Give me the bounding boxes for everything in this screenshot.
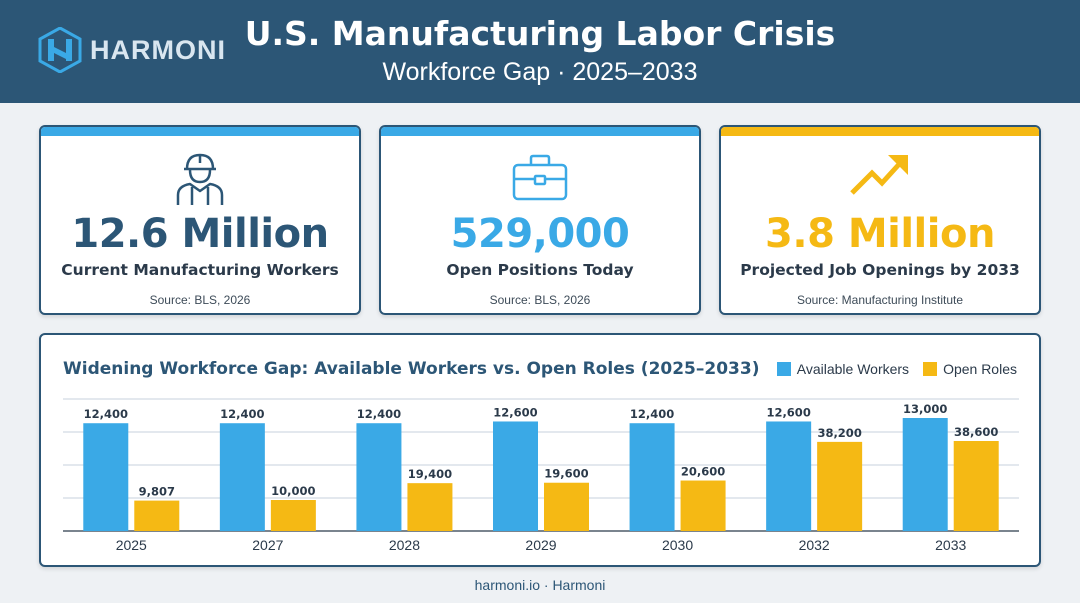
bar-available-workers-2033 [902,418,948,531]
legend-swatch [776,362,791,376]
bar-chart: 12,400 9,807 2025 12,400 10,000 2027 12,400 19,… [63,398,1019,553]
stat-source: Source: BLS, 2026 [489,293,591,307]
page-title: U.S. Manufacturing Labor Crisis [244,14,836,53]
data-label: 38,200 [817,426,861,440]
card-accent-bar [381,127,699,136]
data-label: 12,600 [493,405,537,419]
footer-credit: harmoni.io · Harmoni [474,577,606,593]
x-tick-label: 2030 [662,537,693,553]
logo: HARMONI [38,25,226,75]
worker-icon [176,153,224,205]
bar-available-workers-2030 [629,423,675,531]
stat-source: Source: BLS, 2026 [149,293,251,307]
bar-available-workers-2029 [493,421,538,531]
legend-label: Available Workers [796,361,910,377]
harmoni-logo-icon [38,27,82,73]
stat-value: 3.8 Million [765,211,995,257]
bar-open-roles-2027 [270,500,316,531]
stat-source: Source: Manufacturing Institute [796,293,964,307]
data-label: 12,600 [766,405,810,419]
stat-card-projected-openings: 3.8 Million Projected Job Openings by 20… [719,125,1041,315]
page-subtitle: Workforce Gap · 2025–2033 [382,58,698,86]
legend-label: Open Roles [943,361,1017,377]
chart-panel: 12,400 9,807 2025 12,400 10,000 2027 12,400 19,… [39,333,1041,567]
data-label: 12,400 [84,407,128,421]
data-label: 12,400 [357,407,401,421]
bar-available-workers-2028 [356,423,402,531]
x-tick-label: 2032 [799,537,830,553]
data-label: 13,000 [903,402,947,416]
card-accent-bar [721,127,1039,136]
chart-legend: Available Workers Open Roles [763,361,1017,377]
x-tick-label: 2033 [935,537,966,553]
data-label: 19,400 [408,467,452,481]
bar-open-roles-2032 [817,441,863,531]
data-label: 38,600 [954,425,998,439]
data-label: 20,600 [681,465,725,479]
bar-open-roles-2030 [680,480,726,531]
data-label: 12,400 [630,407,674,421]
trend-up-icon [850,155,908,195]
stat-label: Projected Job Openings by 2033 [740,261,1020,279]
bar-open-roles-2025 [134,500,180,531]
legend-item-available-workers: Available Workers [776,361,910,377]
legend-item-open-roles: Open Roles [923,361,1017,377]
stat-label: Current Manufacturing Workers [61,261,339,279]
x-tick-label: 2027 [252,537,283,553]
data-label: 12,400 [220,407,264,421]
stat-value: 12.6 Million [71,211,329,257]
x-tick-label: 2029 [525,537,556,553]
briefcase-icon [512,154,568,201]
bar-open-roles-2028 [407,483,453,531]
bar-available-workers-2027 [219,423,265,531]
logo-text: HARMONI [90,34,226,65]
bar-available-workers-2032 [766,421,812,531]
card-accent-bar [41,127,359,136]
bar-open-roles-2033 [953,441,999,531]
stat-label: Open Positions Today [446,261,634,279]
x-tick-label: 2028 [389,537,420,553]
data-label: 19,600 [544,467,588,481]
legend-swatch [923,362,938,376]
stat-card-open-positions: 529,000 Open Positions Today Source: BLS… [379,125,701,315]
x-tick-label: 2025 [116,537,147,553]
header-banner: HARMONI U.S. Manufacturing Labor Crisis … [0,0,1080,103]
stat-value: 529,000 [450,211,630,257]
bar-open-roles-2029 [544,482,589,531]
data-label: 10,000 [271,484,315,498]
data-label: 9,807 [139,485,175,499]
stat-card-workers: 12.6 Million Current Manufacturing Worke… [39,125,361,315]
chart-title: Widening Workforce Gap: Available Worker… [63,359,760,379]
bar-available-workers-2025 [83,423,129,531]
